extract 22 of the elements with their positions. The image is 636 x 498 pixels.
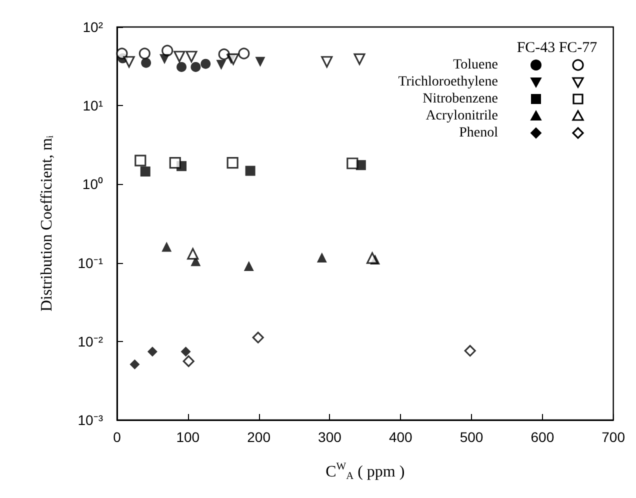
legend-label: Phenol xyxy=(459,126,498,140)
y-tick-label: 10⁻³ xyxy=(78,412,104,428)
y-tick-label: 10¹ xyxy=(82,98,104,114)
x-tick-label: 0 xyxy=(113,429,122,445)
legend-label: Nitrobenzene xyxy=(422,92,498,106)
legend-label: Trichloroethylene xyxy=(398,74,498,90)
y-tick-label: 10⁻² xyxy=(78,333,104,350)
x-tick-label: 500 xyxy=(460,429,484,445)
x-tick-label: 300 xyxy=(318,429,342,445)
y-axis-title: Distribution Coefficient, mᵢ xyxy=(38,135,56,312)
y-tick-label: 10² xyxy=(82,19,104,35)
annotation: FC-77 xyxy=(558,40,598,56)
x-tick-label: 700 xyxy=(602,429,626,445)
x-tick-label: 200 xyxy=(247,429,271,445)
y-tick-label: 10⁰ xyxy=(82,176,103,192)
legend-label: Toluene xyxy=(453,58,498,72)
legend-label: Acrylonitrile xyxy=(426,108,498,124)
x-tick-label: 100 xyxy=(176,429,200,445)
x-tick-label: 400 xyxy=(388,429,413,445)
x-tick-label: 600 xyxy=(530,429,554,445)
y-tick-label: 10⁻¹ xyxy=(78,254,104,271)
annotation: FC-43 xyxy=(516,40,556,56)
